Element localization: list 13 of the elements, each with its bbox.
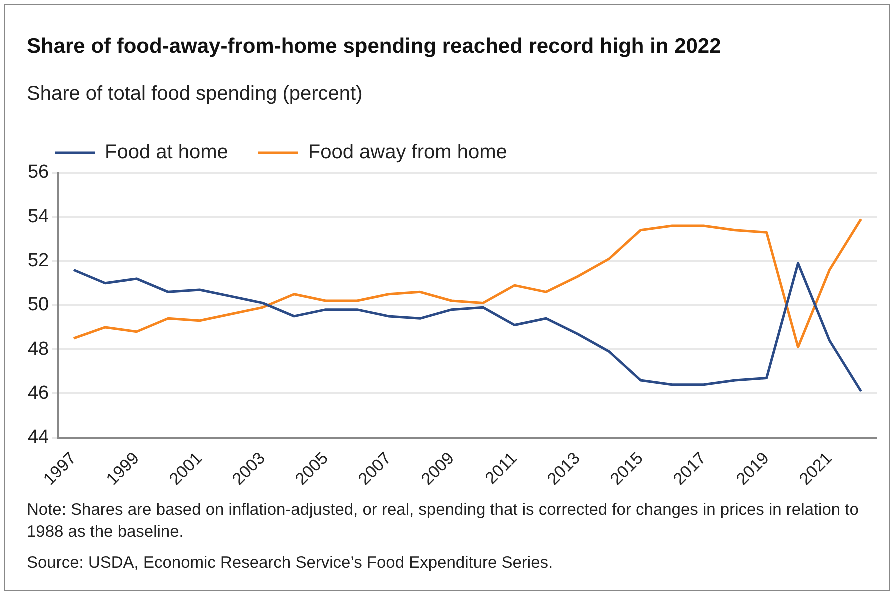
- y-tick-label: 46: [28, 382, 50, 404]
- legend-label: Food away from home: [308, 142, 508, 164]
- y-axis-title: Share of total food spending (percent): [27, 83, 363, 106]
- y-tick-label: 44: [28, 427, 50, 448]
- legend-label: Food at home: [105, 142, 228, 164]
- chart-title: Share of food-away-from-home spending reached record high in 2022: [27, 35, 722, 59]
- text: Note: Shares are based on inflation-adjusted, or real, spending that is corrected for changes in prices in relation to 1988 as the baseline.: [27, 500, 860, 543]
- y-tick-label: 48: [28, 338, 50, 360]
- y-tick-label: 56: [28, 162, 50, 184]
- source-note: Source: USDA, Economic Research Service’s Food Expenditure Series.: [27, 553, 554, 574]
- y-tick-label: 52: [28, 250, 50, 272]
- y-tick-label: 50: [28, 294, 50, 316]
- y-tick-label: 54: [28, 206, 50, 228]
